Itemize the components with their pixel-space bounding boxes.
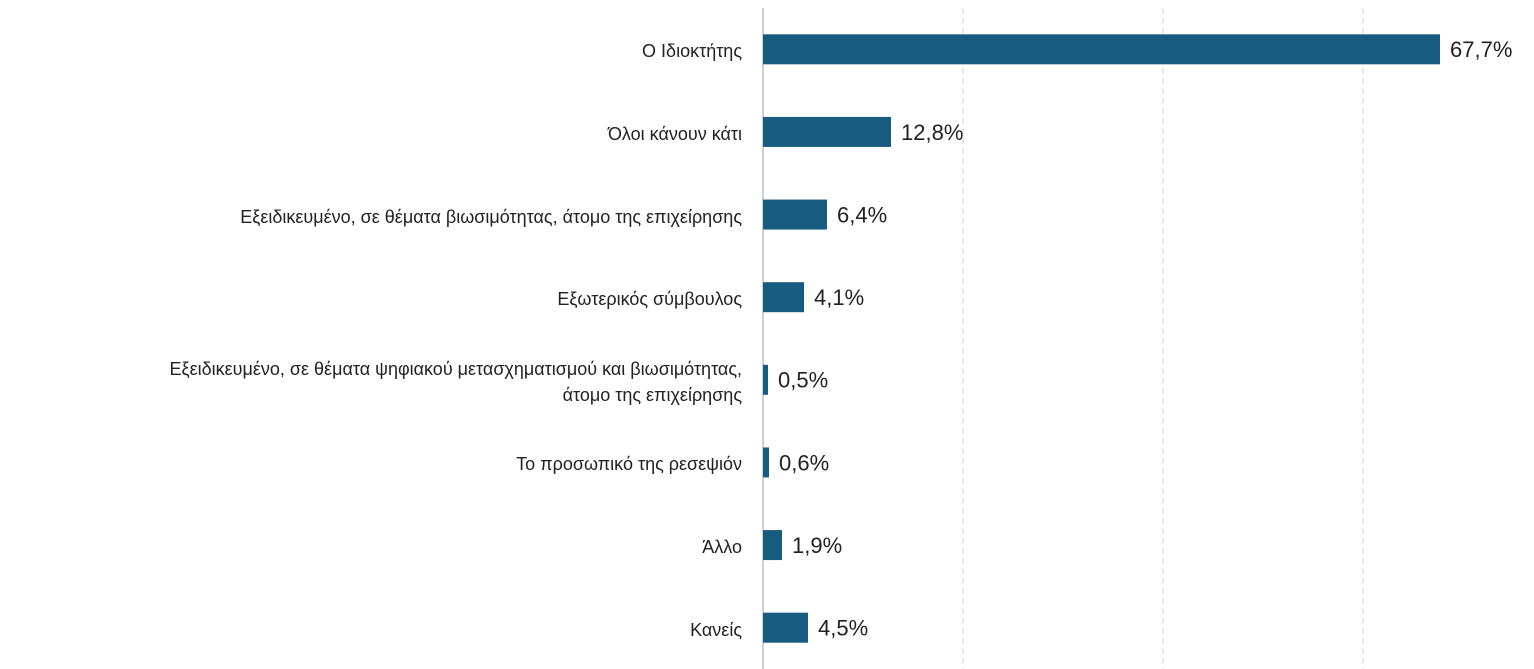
bar — [763, 34, 1440, 65]
category-label: Όλοι κάνουν κάτι — [607, 123, 742, 144]
category-label: Κανείς — [690, 619, 742, 640]
category-label: Ο Ιδιοκτήτης — [642, 41, 742, 62]
value-label: 4,1% — [814, 285, 864, 310]
value-label: 67,7% — [1450, 37, 1512, 62]
bar — [763, 199, 827, 230]
category-label: Το προσωπικό της ρεσεψιόν — [516, 454, 742, 475]
category-label: Εξειδικευμένο, σε θέματα ψηφιακού μετασχ… — [169, 358, 742, 405]
bar — [763, 364, 768, 395]
value-label: 6,4% — [837, 202, 887, 227]
value-label: 4,5% — [818, 616, 868, 641]
category-label: Άλλο — [702, 537, 742, 558]
category-label: Εξωτερικός σύμβουλος — [557, 289, 742, 310]
bar — [763, 612, 808, 643]
value-label: 12,8% — [901, 120, 963, 145]
category-label: Εξειδικευμένο, σε θέματα βιωσιμότητας, ά… — [240, 206, 742, 227]
value-label: 0,5% — [778, 368, 828, 393]
value-label: 0,6% — [779, 450, 829, 475]
bar — [763, 530, 782, 561]
bar — [763, 447, 769, 478]
bar — [763, 282, 804, 313]
value-label: 1,9% — [792, 533, 842, 558]
bar — [763, 116, 891, 147]
